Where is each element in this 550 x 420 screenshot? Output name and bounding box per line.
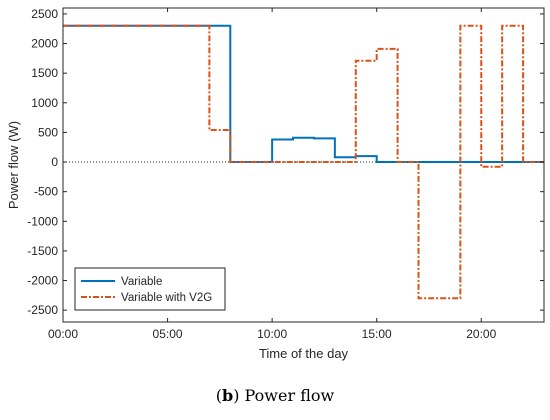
series-line-variable (63, 24, 544, 164)
legend: Variable Variable with V2G (74, 267, 226, 311)
y-tick-label: 0 (51, 155, 58, 169)
y-tick-label: 2500 (31, 7, 58, 21)
power-flow-chart: 00:00 05:00 10:00 15:00 20:00 -2500 -2000 -1500… (6, 7, 545, 361)
plot-frame (62, 7, 545, 323)
y-axis-label: Power flow (W) (6, 121, 21, 209)
y-tick-label: -500 (34, 185, 58, 199)
legend-label-variable: Variable (121, 276, 162, 288)
y-tick-label: -2500 (27, 303, 58, 317)
figure-caption: (b) Power flow (215, 386, 335, 405)
caption-tag: b (222, 386, 234, 405)
x-tick-label: 10:00 (257, 327, 287, 341)
y-tick-label: 1000 (31, 96, 58, 110)
x-tick-label: 20:00 (466, 327, 496, 341)
legend-label-variable-v2g: Variable with V2G (121, 292, 212, 304)
y-tick-label: 1500 (31, 66, 58, 80)
y-tick-label: -2000 (27, 274, 58, 288)
x-tick-label: 05:00 (153, 327, 183, 341)
x-tick-label: 15:00 (362, 327, 392, 341)
x-axis-label: Time of the day (259, 346, 349, 361)
x-tick-label: 00:00 (48, 327, 78, 341)
caption-text: Power flow (244, 386, 335, 405)
y-tick-label: 500 (38, 125, 58, 139)
y-tick-label: 2000 (31, 37, 58, 51)
y-tick-label: -1000 (27, 214, 58, 228)
legend-box (74, 267, 226, 311)
y-tick-label: -1500 (27, 244, 58, 258)
